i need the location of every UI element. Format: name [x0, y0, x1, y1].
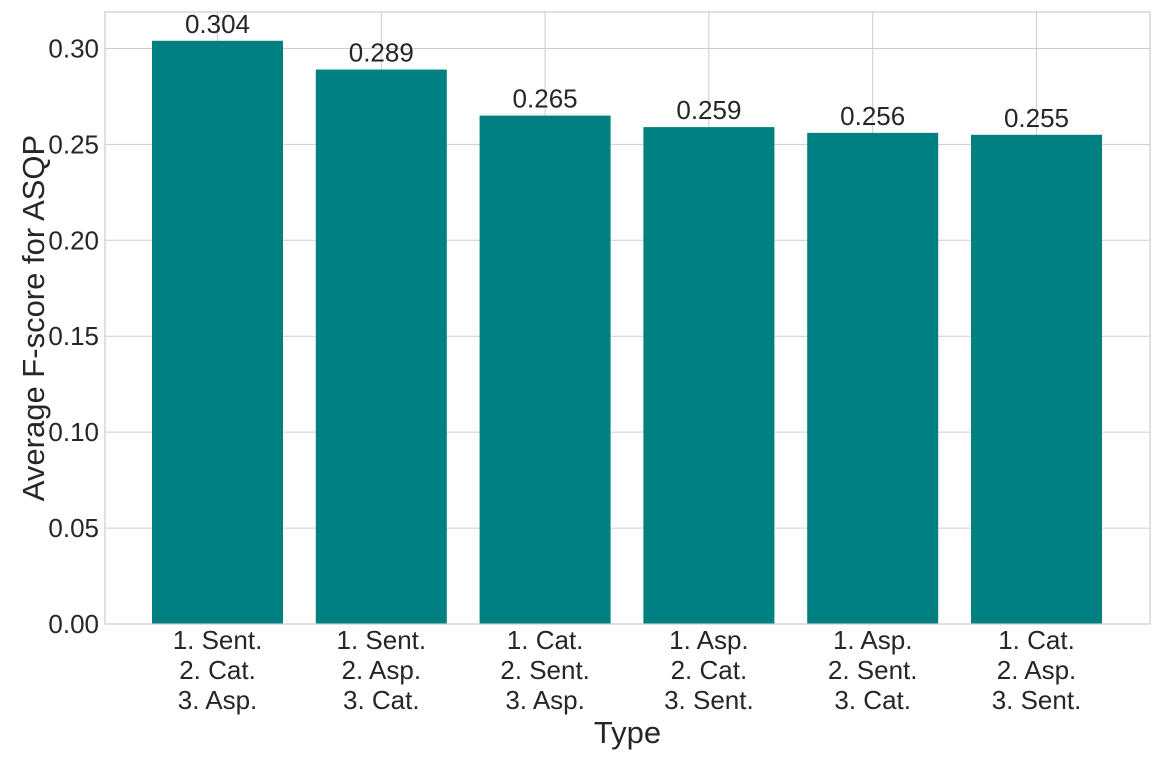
- y-axis-title: Average F-score for ASQP: [16, 135, 51, 501]
- bar: [643, 127, 775, 625]
- x-tick-label: 3. Sent.: [992, 685, 1082, 715]
- x-tick-label: 1. Sent.: [173, 625, 263, 655]
- x-tick-label: 1. Cat.: [998, 625, 1075, 655]
- bar: [315, 69, 447, 624]
- x-tick-label: 2. Asp.: [997, 655, 1077, 685]
- x-tick-label: 3. Asp.: [505, 685, 585, 715]
- bar-value-label: 0.259: [676, 95, 741, 125]
- y-tick-label: 0.10: [48, 417, 99, 447]
- bar: [152, 40, 283, 625]
- bar-value-label: 0.265: [513, 84, 578, 114]
- plot-frame: [104, 11, 1151, 625]
- y-tick-label: 0.15: [48, 321, 99, 351]
- x-tick-label: 2. Cat.: [179, 655, 256, 685]
- x-tick-label: 3. Cat.: [343, 685, 420, 715]
- bar-value-label: 0.255: [1004, 103, 1069, 133]
- y-tick-labels: 0.00 0.05 0.10 0.15 0.20 0.25 0.30: [48, 33, 99, 639]
- bars: [152, 40, 1102, 625]
- x-tick-label: 2. Sent.: [500, 655, 590, 685]
- bar: [479, 115, 611, 624]
- x-tick-label: 1. Cat.: [507, 625, 584, 655]
- y-tick-label: 0.30: [48, 33, 99, 63]
- x-tick-label: 2. Asp.: [342, 655, 422, 685]
- bar-value-labels: 0.304 0.289 0.265 0.259 0.256 0.255: [185, 9, 1069, 133]
- x-tick-label: 3. Sent.: [664, 685, 754, 715]
- bar-value-label: 0.289: [349, 38, 414, 68]
- y-tick-label: 0.05: [48, 513, 99, 543]
- y-tick-label: 0.20: [48, 225, 99, 255]
- x-tick-label: 1. Asp.: [669, 625, 749, 655]
- y-tick-label: 0.25: [48, 129, 99, 159]
- x-tick-labels: 1. Sent.2. Cat.3. Asp.1. Sent.2. Asp.3. …: [173, 625, 1082, 715]
- x-tick-label: 1. Asp.: [833, 625, 913, 655]
- bar-value-label: 0.256: [840, 101, 905, 131]
- x-tick-label: 3. Cat.: [834, 685, 911, 715]
- x-tick-label: 2. Cat.: [671, 655, 748, 685]
- bar-value-label: 0.304: [185, 9, 250, 39]
- bar: [971, 134, 1102, 624]
- x-tick-label: 3. Asp.: [178, 685, 258, 715]
- x-tick-label: 2. Sent.: [828, 655, 918, 685]
- x-tick-label: 1. Sent.: [336, 625, 426, 655]
- y-tick-label: 0.00: [48, 609, 99, 639]
- bar: [807, 132, 939, 624]
- x-axis-title: Type: [594, 715, 661, 750]
